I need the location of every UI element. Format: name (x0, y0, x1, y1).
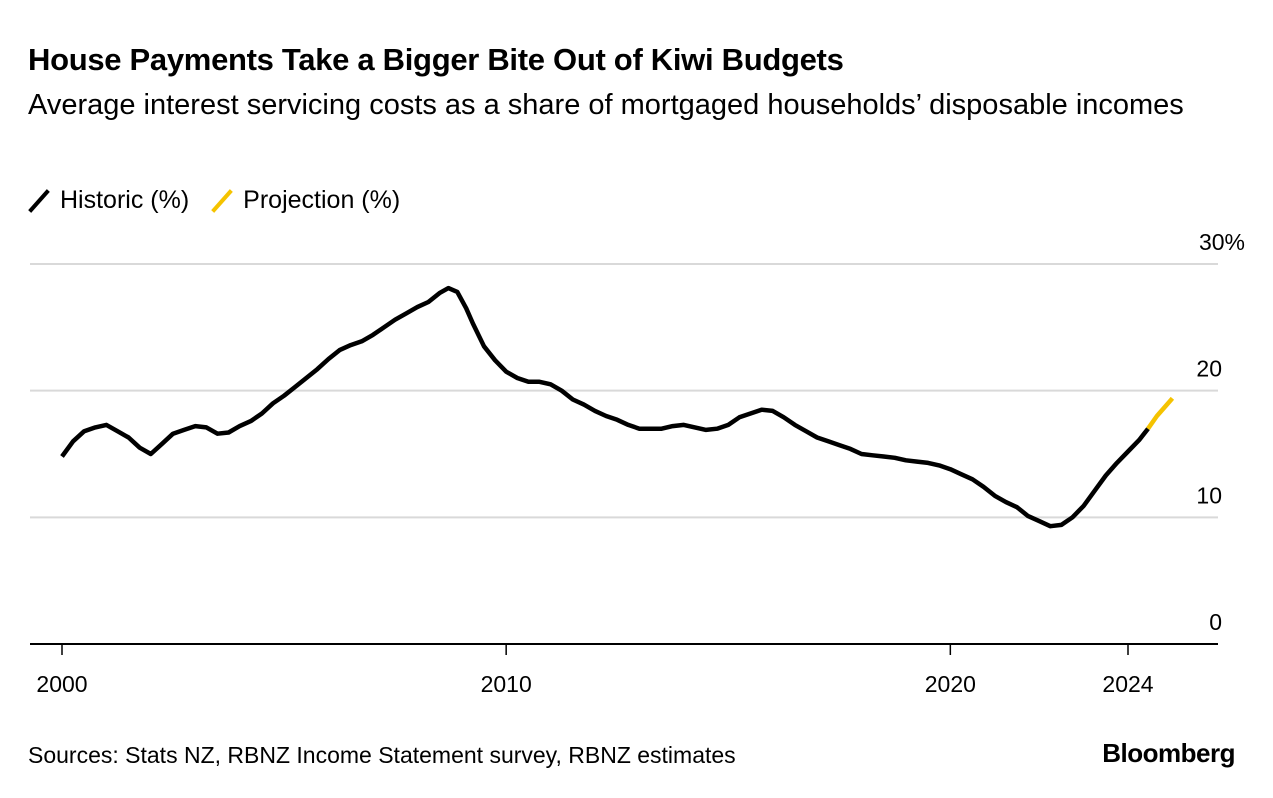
y-axis-labels: 0 10 20 30% (1196, 229, 1245, 635)
x-tick-label-2020: 2020 (925, 671, 976, 697)
x-tick-label-2000: 2000 (36, 671, 87, 697)
chart-title: House Payments Take a Bigger Bite Out of… (28, 42, 844, 77)
series-line-projection (1146, 396, 1175, 430)
y-tick-label-20: 20 (1196, 356, 1222, 382)
legend-swatch-historic (28, 188, 50, 213)
x-axis: 2000 2010 2020 2024 (30, 643, 1218, 697)
source-note: Sources: Stats NZ, RBNZ Income Statement… (28, 742, 736, 768)
gridlines (30, 263, 1218, 519)
y-tick-label-0: 0 (1209, 609, 1222, 635)
y-tick-label-10: 10 (1196, 482, 1222, 508)
legend: Historic (%) Projection (%) (28, 186, 422, 215)
legend-item-historic: Historic (%) (28, 186, 189, 215)
chart-subtitle: Average interest servicing costs as a sh… (28, 89, 1184, 121)
series-lines (60, 285, 1175, 529)
series-line-historic (60, 285, 1150, 529)
legend-label-historic: Historic (%) (60, 186, 190, 214)
y-tick-label-30: 30% (1199, 229, 1245, 255)
x-tick-label-2010: 2010 (481, 671, 532, 697)
legend-label-projection: Projection (%) (243, 186, 401, 214)
legend-swatch-projection (211, 188, 233, 213)
x-tick-label-2024: 2024 (1102, 671, 1153, 697)
bloomberg-logo: Bloomberg (1102, 738, 1235, 768)
legend-item-projection: Projection (%) (211, 186, 400, 215)
